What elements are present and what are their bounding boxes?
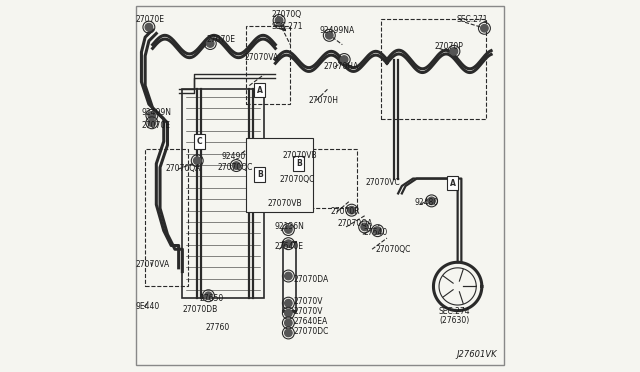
Circle shape (285, 272, 292, 280)
Text: 92499NA: 92499NA (319, 26, 355, 35)
Text: 27070HA: 27070HA (324, 62, 359, 71)
Text: 27070H: 27070H (308, 96, 338, 105)
Text: A: A (449, 179, 456, 187)
Circle shape (285, 299, 292, 307)
Bar (246, 138, 312, 212)
Text: 92499N: 92499N (141, 108, 172, 117)
Bar (193, 134, 205, 149)
Bar (283, 242, 296, 312)
Circle shape (428, 197, 435, 205)
Text: J27601VK: J27601VK (456, 350, 497, 359)
Text: 27070VB: 27070VB (268, 199, 303, 208)
Text: 27070QC: 27070QC (376, 246, 411, 254)
Text: 27070VB: 27070VB (283, 151, 317, 160)
Circle shape (193, 157, 201, 164)
Text: C: C (196, 137, 202, 146)
Text: 27070DC: 27070DC (293, 327, 328, 336)
Bar (145, 149, 188, 286)
Circle shape (285, 329, 292, 337)
Text: 27070QC: 27070QC (218, 163, 253, 172)
Text: 27650: 27650 (199, 294, 223, 303)
Text: SEC.271: SEC.271 (457, 15, 488, 24)
Text: 92490: 92490 (221, 153, 245, 161)
Text: 27070Q: 27070Q (271, 10, 302, 19)
Text: 27070E: 27070E (141, 121, 170, 130)
Text: SEC.271: SEC.271 (271, 22, 303, 31)
Circle shape (361, 223, 369, 231)
Bar (381, 19, 486, 119)
Circle shape (148, 119, 156, 126)
Bar (254, 83, 266, 97)
Bar (298, 149, 357, 208)
Circle shape (207, 40, 214, 47)
Text: 27070VA: 27070VA (135, 260, 170, 269)
Text: B: B (257, 170, 262, 179)
Text: 27640: 27640 (364, 228, 388, 237)
Text: 92480: 92480 (415, 198, 439, 207)
Text: SEC.274: SEC.274 (438, 307, 470, 316)
Text: 27070VA: 27070VA (245, 53, 279, 62)
Text: 27070VC: 27070VC (365, 178, 400, 187)
Circle shape (232, 162, 240, 169)
Text: 27640E: 27640E (275, 242, 303, 251)
Text: 27070R: 27070R (330, 207, 360, 216)
Circle shape (348, 206, 355, 214)
Circle shape (481, 25, 488, 32)
Bar (447, 176, 458, 190)
Bar (254, 167, 266, 182)
Bar (293, 156, 305, 171)
Text: 27640EA: 27640EA (293, 317, 328, 326)
Text: B: B (296, 159, 301, 168)
Text: 27070V: 27070V (293, 307, 323, 316)
Text: 27070DB: 27070DB (182, 305, 218, 314)
Text: 27070P: 27070P (435, 42, 463, 51)
Circle shape (374, 227, 381, 234)
Text: A: A (257, 86, 262, 94)
Bar (246, 26, 291, 104)
Circle shape (285, 240, 292, 247)
Circle shape (326, 32, 333, 39)
Text: 27760: 27760 (206, 323, 230, 332)
Text: 27070QC: 27070QC (279, 175, 314, 184)
Circle shape (275, 17, 283, 24)
Text: 27070QA: 27070QA (338, 219, 373, 228)
Circle shape (148, 112, 156, 119)
Text: 9E440: 9E440 (135, 302, 159, 311)
Circle shape (450, 48, 458, 55)
Bar (182, 89, 264, 298)
Circle shape (205, 292, 212, 299)
Circle shape (285, 310, 292, 317)
Text: (27630): (27630) (439, 316, 469, 325)
Circle shape (285, 319, 292, 327)
Text: 27070E: 27070E (136, 15, 165, 24)
Text: 27070DA: 27070DA (293, 275, 328, 284)
Text: 92136N: 92136N (275, 222, 305, 231)
Circle shape (145, 23, 152, 31)
Text: 27070V: 27070V (293, 297, 323, 306)
Circle shape (340, 56, 348, 63)
Text: 27070E: 27070E (207, 35, 236, 44)
Circle shape (285, 226, 292, 233)
Text: 27070QA: 27070QA (166, 164, 201, 173)
